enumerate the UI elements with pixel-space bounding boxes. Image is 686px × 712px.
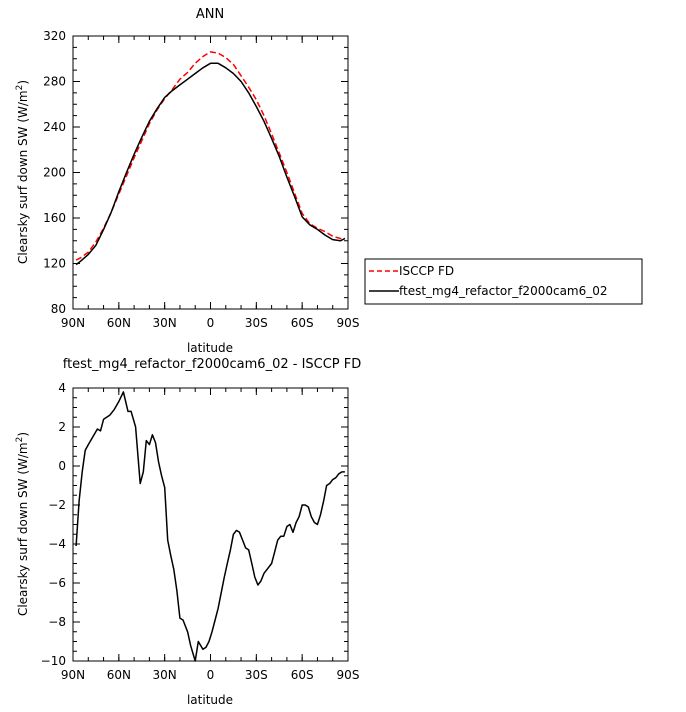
bottom-x-axis-title: latitude — [187, 693, 233, 707]
bottom-y-tick-label: −10 — [41, 654, 66, 668]
top-y-tick-label: 80 — [51, 302, 66, 316]
top-series-line-1 — [75, 62, 346, 266]
bottom-x-tick-label: 60S — [291, 668, 314, 682]
legend-label-model: ftest_mg4_refactor_f2000cam6_02 — [399, 284, 608, 298]
legend-frame — [364, 258, 643, 305]
bottom-y-axis-title-main: Clearsky surf down SW (W/m — [16, 442, 30, 616]
bottom-y-tick-label: −8 — [48, 615, 66, 629]
bottom-x-tick-label: 30S — [245, 668, 268, 682]
top-y-tick-label: 320 — [43, 29, 66, 43]
top-chart-title: ANN — [196, 7, 224, 22]
bottom-axis-ticks — [72, 387, 349, 662]
bottom-series-line-0 — [75, 391, 345, 662]
bottom-x-tick-labels: 90N 60N 30N 0 30S 60S 90S — [61, 668, 360, 682]
bottom-y-tick-label: 2 — [58, 420, 66, 434]
legend: ISCCP FD ftest_mg4_refactor_f2000cam6_02 — [364, 258, 643, 305]
top-y-axis-title: Clearsky surf down SW (W/m2) — [15, 80, 30, 264]
bottom-y-tick-labels: −10 −8 −6 −4 −2 0 2 4 — [41, 381, 66, 668]
bottom-x-tick-label: 30N — [153, 668, 177, 682]
top-panel: ANN 80 120 160 200 240 280 320 90N 60N 30N 0 30S 60… — [15, 7, 643, 355]
top-y-tick-labels: 80 120 160 200 240 280 320 — [43, 29, 66, 316]
bottom-y-tick-label: 4 — [58, 381, 66, 395]
top-series-lines — [75, 51, 346, 266]
bottom-y-tick-label: −2 — [48, 498, 66, 512]
top-y-tick-label: 120 — [43, 257, 66, 271]
bottom-y-tick-label: −4 — [48, 537, 66, 551]
top-axis-ticks — [72, 35, 349, 310]
bottom-y-tick-label: −6 — [48, 576, 66, 590]
bottom-y-axis-title-tail: ) — [16, 432, 30, 437]
bottom-x-tick-label: 60N — [107, 668, 131, 682]
top-y-axis-title-tail: ) — [16, 80, 30, 85]
top-x-tick-label: 30S — [245, 316, 268, 330]
top-x-tick-label: 60N — [107, 316, 131, 330]
top-y-tick-label: 280 — [43, 75, 66, 89]
bottom-y-axis-title-sup: 2 — [15, 437, 25, 443]
bottom-y-tick-label: 0 — [58, 459, 66, 473]
legend-label-isccp: ISCCP FD — [399, 264, 454, 278]
top-x-tick-label: 60S — [291, 316, 314, 330]
top-y-axis-title-sup: 2 — [15, 85, 25, 91]
bottom-x-tick-label: 90N — [61, 668, 85, 682]
bottom-chart-title: ftest_mg4_refactor_f2000cam6_02 - ISCCP … — [63, 357, 362, 372]
top-x-tick-label: 30N — [153, 316, 177, 330]
top-y-tick-label: 160 — [43, 211, 66, 225]
bottom-panel: ftest_mg4_refactor_f2000cam6_02 - ISCCP … — [15, 357, 361, 707]
bottom-series-lines — [75, 391, 345, 662]
top-x-tick-label: 90S — [337, 316, 360, 330]
bottom-plot-frame — [72, 387, 349, 662]
top-x-tick-label: 90N — [61, 316, 85, 330]
bottom-x-tick-label: 0 — [207, 668, 215, 682]
top-y-tick-label: 240 — [43, 120, 66, 134]
top-series-line-0 — [75, 51, 345, 261]
bottom-x-tick-label: 90S — [337, 668, 360, 682]
top-x-tick-label: 0 — [207, 316, 215, 330]
bottom-y-axis-title: Clearsky surf down SW (W/m2) — [15, 432, 30, 616]
top-y-axis-title-main: Clearsky surf down SW (W/m — [16, 90, 30, 264]
top-y-tick-label: 200 — [43, 166, 66, 180]
top-plot-frame — [72, 35, 349, 310]
top-x-tick-labels: 90N 60N 30N 0 30S 60S 90S — [61, 316, 360, 330]
top-x-axis-title: latitude — [187, 341, 233, 355]
